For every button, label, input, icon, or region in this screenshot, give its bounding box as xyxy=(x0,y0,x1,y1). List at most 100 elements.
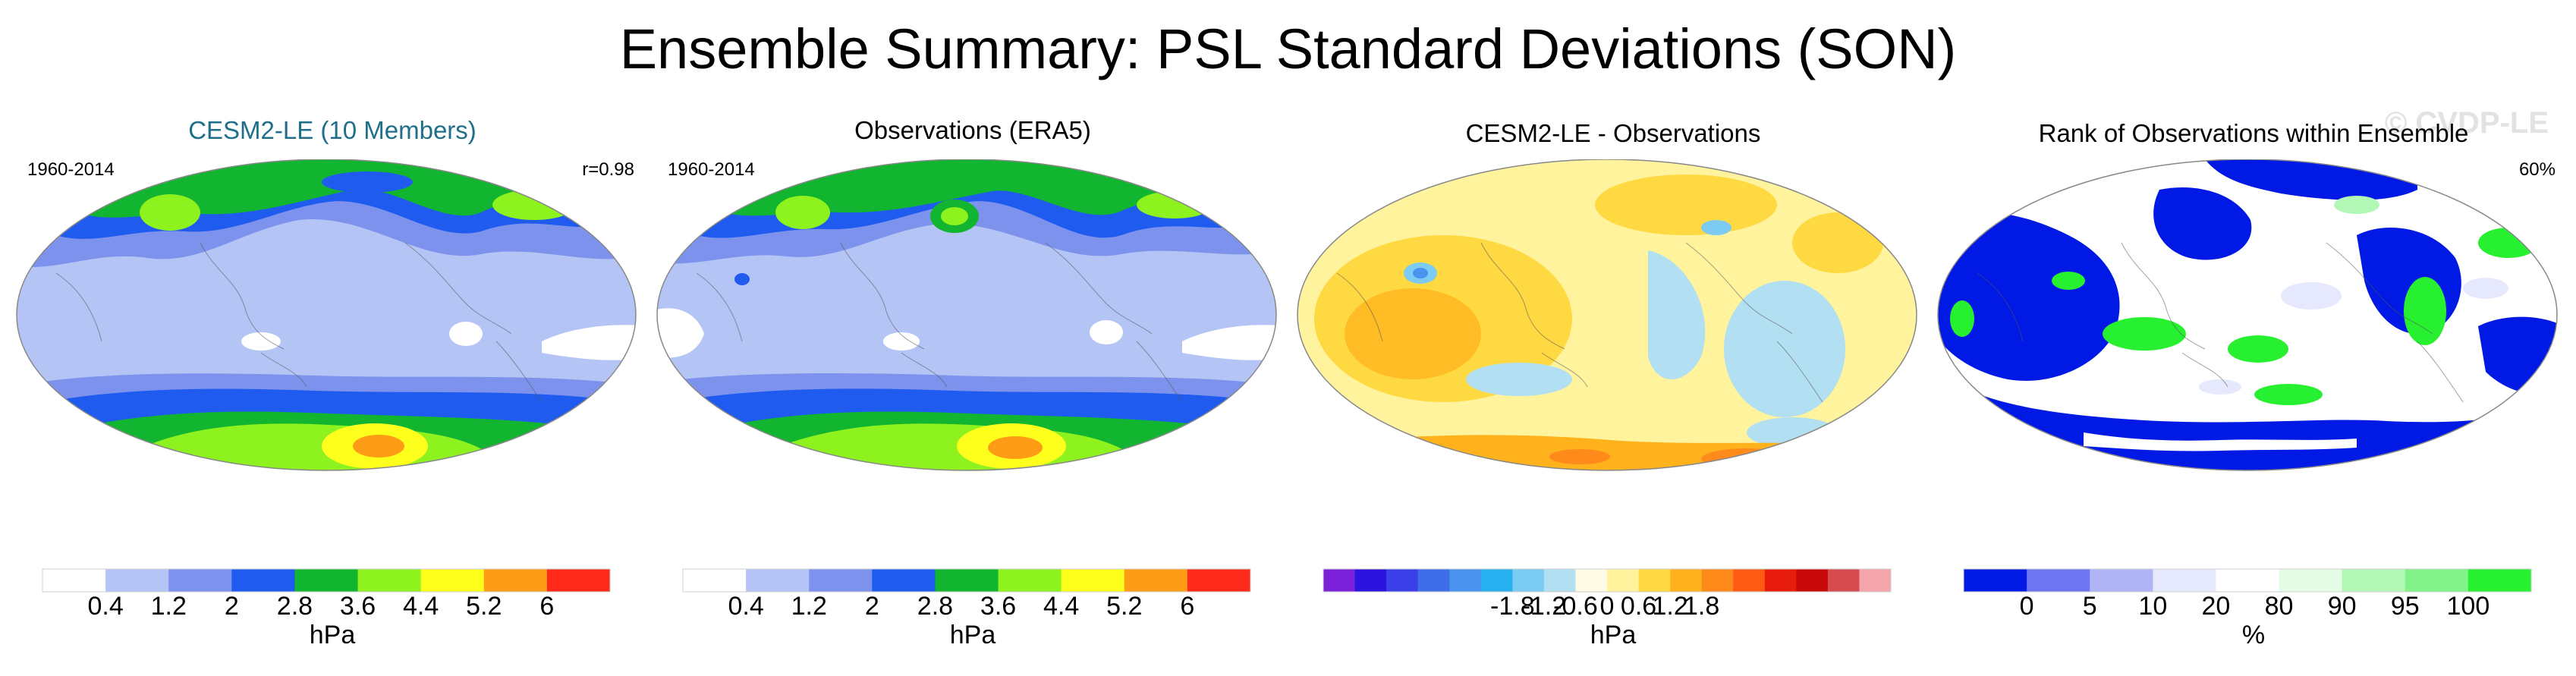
panel-title: CESM2-LE - Observations xyxy=(1465,119,1761,147)
colorbar-tick-label: 20 xyxy=(2201,592,2231,621)
colorbar-swatch xyxy=(746,569,810,592)
colorbar-swatch xyxy=(1449,569,1482,592)
colorbar-swatch xyxy=(1187,569,1251,592)
colorbar-swatch xyxy=(2279,569,2343,592)
colorbar-tick-label: 80 xyxy=(2264,592,2294,621)
colorbar-tick-label: 0 xyxy=(2019,592,2034,621)
colorbar-ticks: -1.8 -1.2 -0.6 0 0.6 1.2 1.8 xyxy=(1291,592,1935,622)
colorbar-tick-label: 10 xyxy=(2138,592,2168,621)
panel-observations-era5: Observations (ERA5) 1960-2014 xyxy=(651,114,1294,675)
colorbar-tick-label: 0.6 xyxy=(1620,592,1657,621)
panel-cesm2-le: CESM2-LE (10 Members) 1960-2014 r=0.98 xyxy=(11,114,654,675)
colorbar-swatch xyxy=(683,569,747,592)
colorbar-border xyxy=(1963,568,2532,593)
colorbar-swatch xyxy=(1354,569,1387,592)
colorbar-tick-label: 6 xyxy=(539,592,555,621)
colorbar-swatch xyxy=(1701,569,1734,592)
map-observations-era5 xyxy=(656,159,1277,471)
colorbar-swatch xyxy=(2467,569,2532,592)
colorbar-swatch xyxy=(2027,569,2090,592)
colorbar-tick-label: 2.8 xyxy=(917,592,954,621)
colorbar-tick-label: -1.2 xyxy=(1521,592,1567,621)
colorbar-tick-label: 90 xyxy=(2327,592,2357,621)
colorbar-swatch xyxy=(105,569,169,592)
colorbar-tick-label: 5.2 xyxy=(466,592,502,621)
colorbar-swatch xyxy=(1124,569,1188,592)
colorbar xyxy=(42,568,611,593)
colorbar-tick-label: 95 xyxy=(2390,592,2420,621)
colorbar xyxy=(1963,568,2532,593)
colorbar-tick-label: 100 xyxy=(2446,592,2490,621)
colorbar-ticks: 0 5 10 20 80 90 95 100 xyxy=(1932,592,2575,622)
colorbar-tick-label: 5.2 xyxy=(1106,592,1143,621)
colorbar-swatch xyxy=(1670,569,1703,592)
colorbar xyxy=(1323,568,1892,593)
colorbar-swatch xyxy=(1417,569,1450,592)
colorbar-border xyxy=(682,568,1251,593)
colorbar-swatch xyxy=(1575,569,1608,592)
colorbar-tick-label: 2 xyxy=(864,592,879,621)
colorbar-tick-label: -1.8 xyxy=(1490,592,1535,621)
colorbar-swatch xyxy=(1638,569,1671,592)
map-cesm2-le xyxy=(16,159,637,471)
colorbar-swatch xyxy=(2153,569,2216,592)
pattern-correlation-label: r=0.98 xyxy=(582,159,634,180)
colorbar-swatch xyxy=(546,569,611,592)
panel-title: Rank of Observations within Ensemble xyxy=(2038,119,2469,147)
colorbar-unit: hPa xyxy=(309,621,356,649)
colorbar-swatch xyxy=(483,569,548,592)
colorbar-unit: hPa xyxy=(949,621,996,649)
colorbar-swatch xyxy=(2090,569,2153,592)
percent-label: 60% xyxy=(2518,159,2556,180)
period-label: 1960-2014 xyxy=(668,159,755,180)
colorbar-tick-label: 0.4 xyxy=(728,592,764,621)
colorbar-ticks: 0.4 1.2 2 2.8 3.6 4.4 5.2 6 xyxy=(651,592,1294,622)
colorbar-tick-label: 4.4 xyxy=(403,592,439,621)
colorbar-swatch xyxy=(1796,569,1829,592)
colorbar-swatch xyxy=(1764,569,1797,592)
colorbar-ticks: 0.4 1.2 2 2.8 3.6 4.4 5.2 6 xyxy=(11,592,654,622)
colorbar-swatch xyxy=(2216,569,2280,592)
colorbar-swatch xyxy=(809,569,873,592)
colorbar-swatch xyxy=(1061,569,1125,592)
colorbar-swatch xyxy=(2405,569,2469,592)
colorbar-tick-label: -0.6 xyxy=(1553,592,1598,621)
colorbar-swatch xyxy=(1827,569,1860,592)
colorbar-tick-label: 2.8 xyxy=(276,592,313,621)
colorbar-swatch xyxy=(1607,569,1640,592)
colorbar-tick-label: 4.4 xyxy=(1043,592,1080,621)
colorbar-unit: hPa xyxy=(1590,621,1637,649)
panel-title: Observations (ERA5) xyxy=(854,116,1091,144)
colorbar-swatch xyxy=(1964,569,2027,592)
colorbar-swatch xyxy=(294,569,359,592)
colorbar-tick-label: 1.2 xyxy=(150,592,187,621)
watermark: © CVDP-LE xyxy=(2384,106,2549,140)
colorbar-tick-label: 3.6 xyxy=(339,592,376,621)
colorbar-tick-label: 0 xyxy=(1599,592,1615,621)
panel-difference: CESM2-LE - Observations xyxy=(1291,114,1935,675)
colorbar-tick-label: 1.2 xyxy=(791,592,827,621)
colorbar-swatch xyxy=(872,569,936,592)
colorbar-swatch xyxy=(2342,569,2406,592)
colorbar-tick-label: 5 xyxy=(2082,592,2097,621)
colorbar-border xyxy=(1323,568,1892,593)
colorbar-swatch xyxy=(168,569,232,592)
colorbar xyxy=(682,568,1251,593)
map-rank xyxy=(1937,159,2558,471)
colorbar-unit: % xyxy=(2241,621,2266,649)
figure-title: Ensemble Summary: PSL Standard Deviation… xyxy=(619,17,1957,80)
colorbar-tick-label: 1.8 xyxy=(1684,592,1720,621)
colorbar-swatch xyxy=(42,569,106,592)
colorbar-border xyxy=(42,568,611,593)
map-difference xyxy=(1297,159,1917,471)
colorbar-swatch xyxy=(1512,569,1545,592)
colorbar-swatch xyxy=(1480,569,1513,592)
panel-title: CESM2-LE (10 Members) xyxy=(188,116,477,144)
panel-rank: Rank of Observations within Ensemble 60% xyxy=(1932,114,2575,675)
colorbar-tick-label: 1.2 xyxy=(1652,592,1688,621)
colorbar-swatch xyxy=(1323,569,1356,592)
colorbar-tick-label: 6 xyxy=(1180,592,1195,621)
colorbar-swatch xyxy=(1386,569,1419,592)
colorbar-swatch xyxy=(231,569,295,592)
colorbar-tick-label: 3.6 xyxy=(980,592,1017,621)
